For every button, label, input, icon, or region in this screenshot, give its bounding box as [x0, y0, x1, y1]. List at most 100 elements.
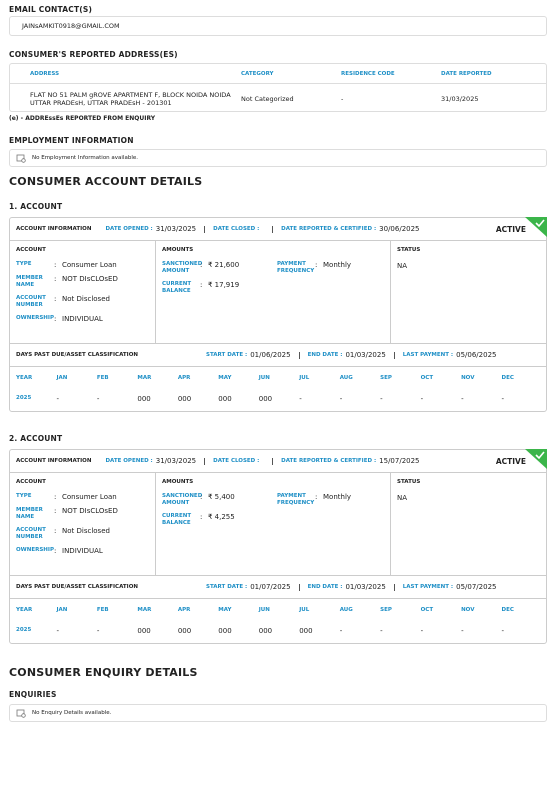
field: TYPE: Consumer Loan: [16, 261, 149, 269]
label: START DATE :: [206, 352, 248, 358]
cell: 000: [137, 395, 151, 403]
column-header: APR: [177, 607, 191, 613]
field-value: ₹ 4,255: [208, 513, 235, 521]
cell: 000: [177, 395, 192, 403]
value: 31/03/2025: [155, 225, 197, 233]
account-card: ACCOUNT INFORMATION DATE OPENED :31/03/20…: [9, 217, 547, 412]
field-value: INDIVIDUAL: [62, 547, 103, 555]
cell: -: [341, 94, 344, 103]
field-value: Consumer Loan: [62, 261, 117, 269]
field: OWNERSHIP: INDIVIDUAL: [16, 315, 149, 323]
cell: -: [461, 627, 464, 635]
field-label: ACCOUNT NUMBER: [16, 295, 46, 308]
label: ACCOUNT INFORMATION: [16, 458, 92, 464]
accounts: 1. ACCOUNT ACCOUNT INFORMATION DATE OPENED…: [9, 202, 547, 644]
active-badge: [525, 449, 547, 469]
cell: -: [501, 395, 505, 403]
separator: :: [200, 281, 203, 289]
cell: 000: [258, 395, 273, 403]
icon: [16, 709, 26, 718]
fields: TYPE: Consumer Loan MEMBER NAME: NOT DIsCLO…: [16, 261, 149, 323]
value: 01/07/2025: [250, 583, 291, 591]
cell: -: [339, 395, 343, 403]
label: LAST PAYMENT :: [402, 352, 454, 358]
column-header: FEB: [96, 607, 109, 613]
field-label: PAYMENT FREQUENCY: [277, 493, 315, 506]
divider: [298, 583, 300, 591]
separator: :: [54, 261, 57, 269]
separator: :: [54, 493, 57, 501]
field-label: ACCOUNT NUMBER: [16, 527, 46, 540]
column-header: JUL: [299, 375, 310, 381]
field: TYPE: Consumer Loan: [16, 493, 149, 501]
section-title: CONSUMER ACCOUNT DETAILS: [9, 175, 203, 188]
column-header: DEC: [501, 607, 514, 613]
value: 05/06/2025: [456, 351, 497, 359]
divider: [204, 225, 206, 233]
column-header: OCT: [420, 375, 434, 381]
cell: 31/03/2025: [441, 94, 479, 103]
status-value: NA: [397, 494, 408, 502]
amounts-section: AMOUNTS SANCTIONED AMOUNT: ₹ 21,600 PAYMENT…: [155, 241, 390, 343]
label: ACCOUNT INFORMATION: [16, 226, 92, 232]
status: ACTIVE: [495, 224, 526, 234]
field-label: CURRENT BALANCE: [162, 513, 192, 526]
cell: Not Categorized: [241, 94, 294, 103]
field-label: PAYMENT FREQUENCY: [277, 261, 315, 274]
fields: SANCTIONED AMOUNT: ₹ 5,400 PAYMENT FREQUEN…: [162, 493, 384, 527]
label: DATE CLOSED :: [213, 458, 260, 464]
field-value: Consumer Loan: [62, 493, 117, 501]
value: 31/03/2025: [155, 457, 197, 465]
field-label: MEMBER NAME: [16, 275, 43, 288]
account-heading: 2. ACCOUNT: [9, 434, 63, 443]
field: OWNERSHIP: INDIVIDUAL: [16, 547, 149, 555]
cell: -: [380, 627, 383, 635]
field-value: NOT DIsCLOsED: [62, 507, 118, 515]
report: EMAIL CONTACT(S) JAINsAMKIT0918@GMAIL.CO…: [9, 5, 547, 722]
cell: 000: [218, 395, 232, 403]
label: DAYS PAST DUE/ASSET CLASSIFICATION: [16, 352, 138, 358]
cell: 2025: [16, 395, 32, 401]
section-title: EMPLOYMENT INFORMATION: [9, 136, 134, 145]
cell: -: [501, 627, 505, 635]
column-header: DEC: [501, 375, 514, 381]
field-label: SANCTIONED AMOUNT: [162, 261, 203, 274]
column-header: JUL: [299, 607, 310, 613]
separator: :: [200, 261, 203, 269]
label: END DATE :: [307, 584, 343, 590]
cell: 000: [258, 627, 273, 635]
divider: [393, 351, 395, 359]
message: No Employment Information available.: [32, 155, 138, 161]
separator: :: [200, 493, 203, 501]
column-header: JUN: [258, 607, 270, 613]
section-label: ACCOUNT: [16, 479, 46, 485]
section-label: ACCOUNT: [16, 247, 46, 253]
column-header: DATE REPORTED: [441, 70, 492, 77]
cell: -: [339, 627, 343, 635]
field: ACCOUNT NUMBER: Not Disclosed: [16, 527, 149, 541]
separator: :: [54, 315, 57, 323]
field-value: ₹ 5,400: [208, 493, 235, 501]
field-label: OWNERSHIP: [16, 547, 54, 553]
cell: 2025: [16, 627, 32, 633]
separator: :: [54, 547, 57, 555]
separator: :: [315, 261, 318, 269]
field-value: Not Disclosed: [62, 295, 110, 303]
account-body: ACCOUNT TYPE: Consumer Loan MEMBER NAME: NOT…: [10, 473, 546, 576]
table-header: ADDRESS CATEGORY RESIDENCE CODE DATE REPORT…: [10, 64, 546, 84]
icon: [16, 154, 26, 163]
subsection-title: ENQUIRIES: [9, 690, 57, 699]
note: (e) - ADDREssEs REPORTED FROM ENQUIRY: [9, 115, 156, 122]
field: SANCTIONED AMOUNT: ₹ 21,600: [162, 261, 277, 275]
column-header: MAY: [218, 375, 232, 381]
column-header: ADDRESS: [30, 70, 60, 77]
section-title: CONSUMER ENQUIRY DETAILS: [9, 666, 198, 679]
account-info: ACCOUNT INFORMATION DATE OPENED :31/03/20…: [10, 450, 546, 473]
column-header: AUG: [339, 607, 353, 613]
value: 01/06/2025: [250, 351, 291, 359]
message-box: No Enquiry Details available.: [9, 704, 547, 722]
column-header: JAN: [56, 375, 68, 381]
label: DATE OPENED :: [105, 226, 153, 232]
status-value: NA: [397, 262, 408, 270]
label: DATE REPORTED & CERTIFIED :: [281, 458, 377, 464]
